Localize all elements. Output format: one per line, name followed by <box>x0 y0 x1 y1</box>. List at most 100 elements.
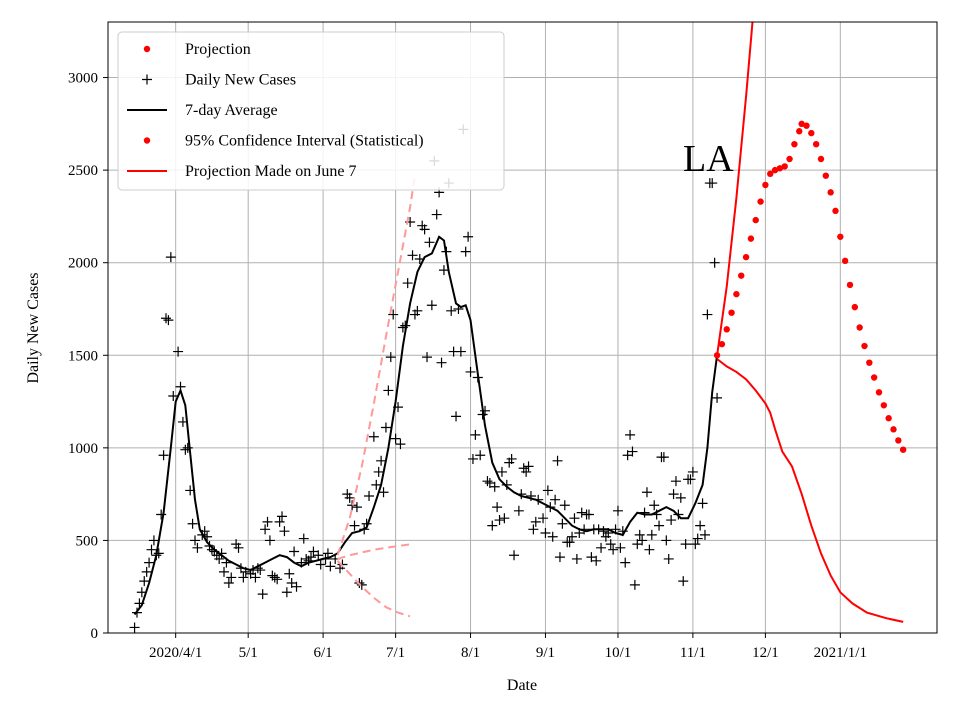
y-tick-label: 1000 <box>68 441 98 457</box>
daily-new-cases-point <box>349 520 360 531</box>
legend-marker-plus <box>142 74 152 85</box>
daily-new-cases-point <box>438 265 449 276</box>
daily-new-cases-point <box>470 429 481 440</box>
daily-new-cases-point <box>547 531 558 542</box>
daily-new-cases-point <box>492 502 503 513</box>
daily-new-cases-point <box>670 476 681 487</box>
daily-new-cases-point <box>412 305 423 316</box>
daily-new-cases-point <box>699 529 710 540</box>
daily-new-cases-point <box>528 524 539 535</box>
daily-new-cases-point <box>291 581 302 592</box>
legend-entry-label: Daily New Cases <box>185 72 296 89</box>
daily-new-cases-point <box>368 431 379 442</box>
june-7-ci-lower-line <box>336 560 411 618</box>
daily-new-cases-point <box>407 250 418 261</box>
daily-new-cases-point <box>260 524 271 535</box>
projection-point <box>890 426 897 433</box>
projection-point <box>812 141 820 148</box>
daily-new-cases-point <box>395 439 406 450</box>
x-tick-label: 7/1 <box>386 645 405 661</box>
projection-point <box>742 253 750 261</box>
daily-new-cases-point <box>272 574 283 585</box>
daily-new-cases-point <box>129 622 140 633</box>
daily-new-cases-point <box>634 529 645 540</box>
legend-entry-label: Projection <box>185 41 251 58</box>
legend-marker-dot <box>143 45 151 53</box>
projection-point <box>767 170 774 178</box>
daily-new-cases-point <box>226 572 237 583</box>
projection-point <box>798 120 805 128</box>
daily-new-cases-point <box>424 237 435 248</box>
legend-entry-label: 7-day Average <box>185 102 278 119</box>
projection-point <box>752 216 759 224</box>
projection-point <box>738 272 745 279</box>
daily-new-cases-point <box>487 520 498 531</box>
daily-new-cases-point <box>223 578 234 589</box>
daily-new-cases-point <box>641 487 652 498</box>
daily-new-cases-point <box>591 555 602 566</box>
daily-new-cases-point <box>707 178 718 189</box>
daily-new-cases-point <box>153 548 164 559</box>
projection-point <box>723 326 730 333</box>
daily-new-cases-point <box>257 589 268 600</box>
daily-new-cases-point <box>661 535 672 546</box>
daily-new-cases-point <box>356 579 367 590</box>
daily-new-cases-point <box>583 509 594 520</box>
projection-point <box>846 281 854 289</box>
daily-new-cases-point <box>596 542 607 553</box>
y-tick-label: 3000 <box>68 71 98 87</box>
projection-point <box>875 389 883 396</box>
daily-new-cases-point <box>675 492 686 503</box>
daily-new-cases-point <box>615 542 626 553</box>
daily-new-cases-point <box>695 520 706 531</box>
daily-new-cases-point <box>187 518 198 529</box>
plot-frame <box>107 21 938 634</box>
daily-new-cases-point <box>250 572 261 583</box>
daily-new-cases-point <box>274 516 285 527</box>
daily-new-cases-point <box>625 429 636 440</box>
daily-new-cases-point <box>146 544 157 555</box>
daily-new-cases-point <box>480 405 491 416</box>
daily-new-cases-point <box>163 315 174 326</box>
daily-new-cases-point <box>390 433 401 444</box>
x-tick-label: 10/1 <box>605 645 632 661</box>
daily-new-cases-point <box>552 455 563 466</box>
daily-new-cases-point <box>666 515 677 526</box>
daily-new-cases-point <box>436 357 447 368</box>
projection-point <box>827 189 834 196</box>
daily-new-cases-point <box>540 528 551 539</box>
95-confidence-interval-upper-line <box>716 22 754 356</box>
daily-new-cases-point <box>182 442 193 453</box>
legend-box <box>117 31 505 191</box>
daily-new-cases-point <box>530 516 541 527</box>
projection-point <box>762 181 769 189</box>
daily-new-cases-point <box>692 533 703 544</box>
daily-new-cases-point <box>451 411 462 422</box>
daily-new-cases-point <box>685 474 696 485</box>
legend-entry-label: Projection Made on June 7 <box>185 163 357 180</box>
projection-point <box>791 141 798 148</box>
daily-new-cases-point <box>678 576 689 587</box>
daily-new-cases-point <box>538 513 549 524</box>
projection-point <box>747 235 755 242</box>
projection-point <box>841 257 849 265</box>
daily-new-cases-point <box>627 446 638 457</box>
daily-new-cases-point <box>168 391 179 402</box>
daily-new-cases-point <box>550 494 561 505</box>
chart-annotation: LA <box>683 138 734 180</box>
daily-new-cases-point <box>467 453 478 464</box>
projection-point <box>728 309 735 316</box>
projection-point <box>870 374 878 381</box>
daily-new-cases-point <box>564 537 575 548</box>
projection-point <box>776 165 784 172</box>
daily-new-cases-point <box>513 505 524 516</box>
projection-point <box>796 128 803 135</box>
projection-point <box>837 233 844 240</box>
daily-new-cases-point <box>608 544 619 555</box>
daily-new-cases-point <box>668 489 679 500</box>
daily-new-cases-point <box>687 466 698 477</box>
daily-new-cases-point <box>702 309 713 320</box>
daily-new-cases-point <box>654 520 665 531</box>
daily-new-cases-point <box>658 452 669 463</box>
daily-new-cases-point <box>426 300 437 311</box>
